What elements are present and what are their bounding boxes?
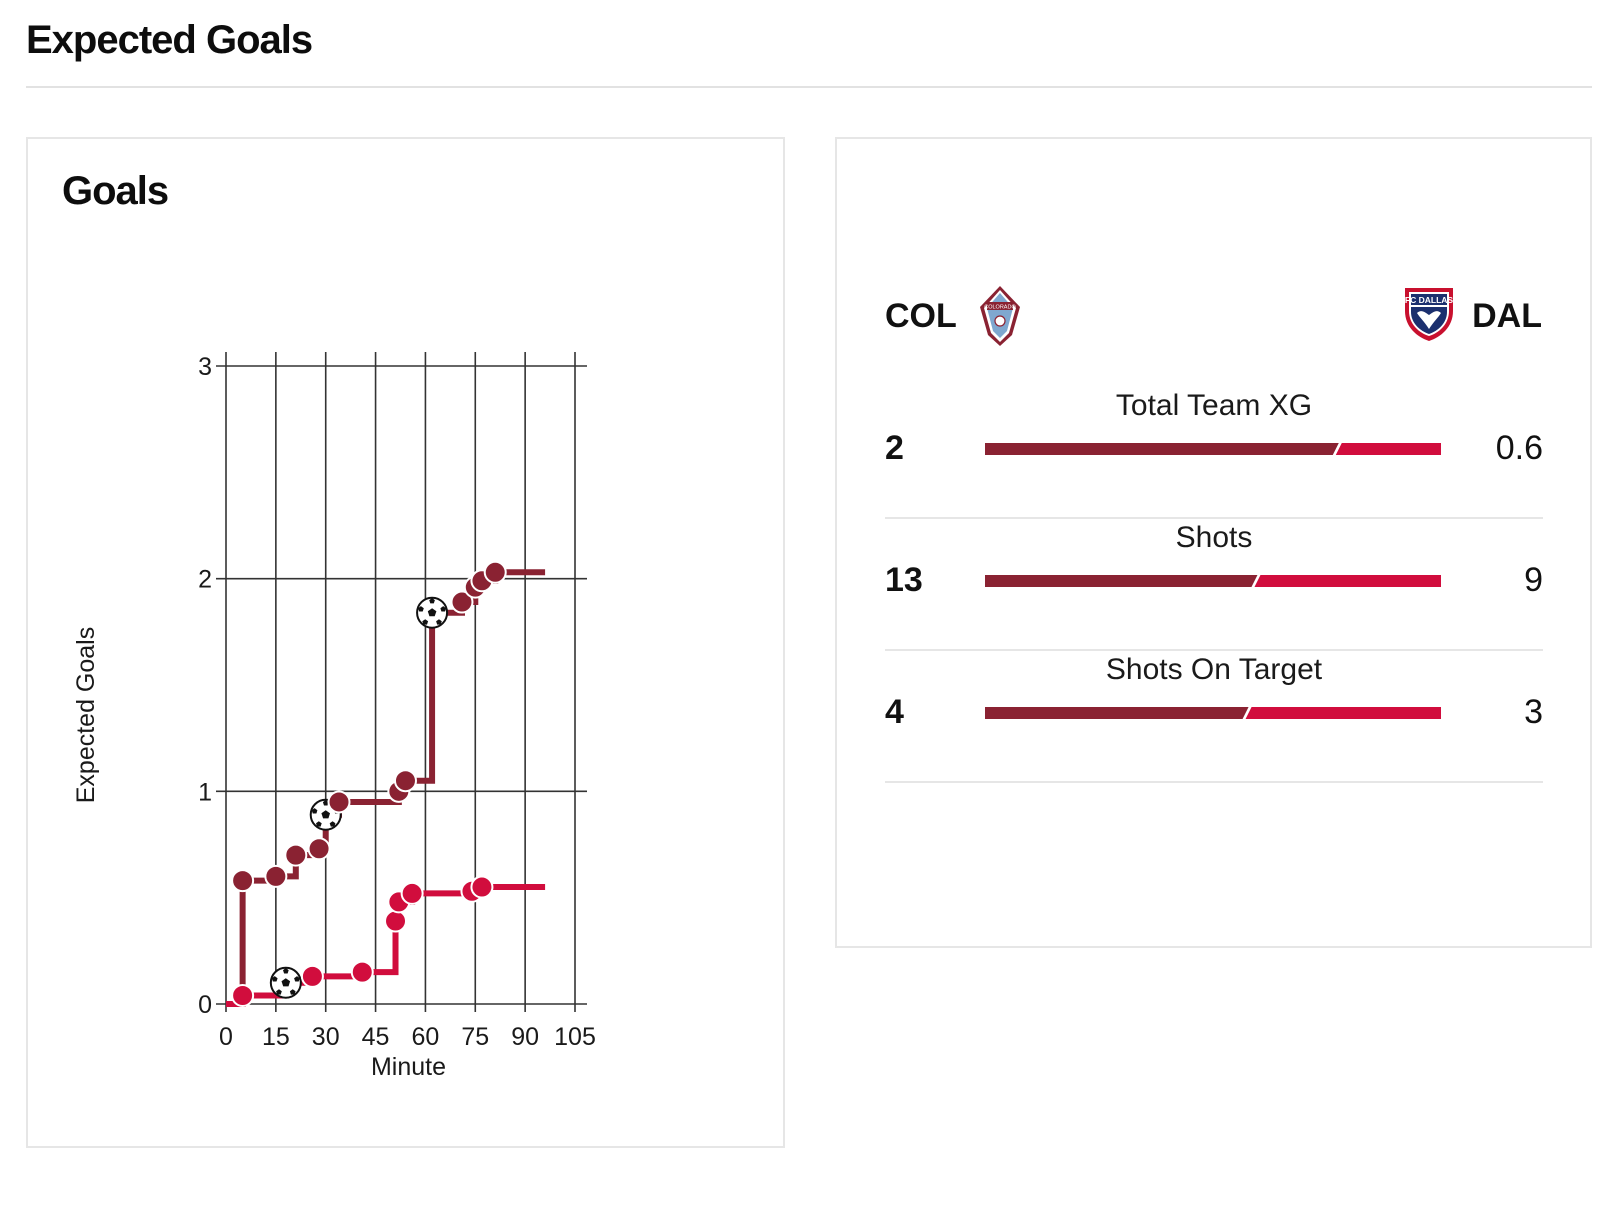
title-divider (26, 86, 1592, 88)
stat-row-shots-on-target: Shots On Target 4 3 (885, 651, 1543, 783)
soccer-ball-goal-icon (416, 596, 449, 629)
shot-point-dal (384, 909, 408, 933)
home-bar-segment (985, 707, 1249, 719)
stat-away-value: 9 (1524, 561, 1543, 599)
x-tick-label: 0 (219, 1023, 233, 1051)
xg-line-col (226, 569, 546, 1007)
shot-point-col (483, 560, 507, 584)
x-tick-label: 90 (511, 1023, 539, 1051)
y-tick-label: 3 (198, 353, 212, 381)
stat-row-total-xg: Total Team XG 2 0.6 (885, 387, 1543, 519)
x-tick-label: 105 (554, 1023, 596, 1051)
soccer-ball-goal-icon (269, 966, 302, 999)
stat-label: Shots On Target (1105, 653, 1323, 686)
shot-point-col (307, 837, 331, 861)
stat-home-value: 4 (885, 693, 904, 731)
chart-heading: Goals (62, 169, 169, 213)
stat-away-value: 0.6 (1495, 429, 1543, 467)
x-tick-label: 60 (412, 1023, 440, 1051)
y-tick-label: 0 (198, 991, 212, 1019)
x-tick-label: 15 (262, 1023, 290, 1051)
x-tick-label: 75 (461, 1023, 489, 1051)
shot-point-col (284, 843, 308, 867)
shot-point-dal (470, 875, 494, 899)
stat-label: Shots (1175, 521, 1253, 554)
y-axis-label: Expected Goals (72, 627, 100, 804)
stat-row-shots: Shots 13 9 (885, 519, 1543, 651)
svg-text:FC DALLAS: FC DALLAS (1405, 295, 1453, 305)
x-tick-label: 30 (312, 1023, 340, 1051)
colorado-rapids-crest-icon: COLORADO (980, 286, 1020, 346)
home-team-abbr: COL (885, 297, 957, 335)
xg-step-chart: 0 15 30 45 60 75 90 105 0 1 2 3 Minute Expected Goals (72, 352, 596, 1081)
goals-chart-card: Goals 0 15 30 45 60 75 90 105 0 1 2 3 Minute Expected… (26, 137, 785, 1148)
shot-point-dal (231, 983, 255, 1007)
away-bar-segment (1245, 707, 1441, 719)
away-team-abbr: DAL (1472, 297, 1542, 335)
shot-point-col (264, 864, 288, 888)
stat-comparison-bar (985, 707, 1441, 719)
home-bar-segment (985, 443, 1339, 455)
team-stats-card: COL COLORADO FC DALLAS DAL Total Team XG… (835, 137, 1592, 948)
x-axis-label: Minute (371, 1053, 446, 1081)
away-bar-segment (1254, 575, 1441, 587)
y-tick-label: 1 (198, 778, 212, 806)
shot-point-col (231, 869, 255, 893)
shot-point-col (393, 769, 417, 793)
stat-home-value: 2 (885, 429, 904, 467)
stat-comparison-bar (985, 575, 1441, 587)
fc-dallas-crest-icon: FC DALLAS (1405, 288, 1453, 341)
stat-home-value: 13 (885, 561, 923, 599)
stat-label: Total Team XG (1115, 389, 1313, 422)
shot-point-dal (350, 960, 374, 984)
y-tick-label: 2 (198, 566, 212, 594)
page-title: Expected Goals (26, 18, 313, 62)
home-bar-segment (985, 575, 1258, 587)
x-tick-label: 45 (362, 1023, 390, 1051)
svg-text:COLORADO: COLORADO (984, 305, 1016, 311)
shot-point-col (327, 790, 351, 814)
stat-away-value: 3 (1524, 693, 1543, 731)
away-bar-segment (1335, 443, 1441, 455)
stat-comparison-bar (985, 443, 1441, 455)
shot-point-col (450, 590, 474, 614)
shot-point-dal (400, 881, 424, 905)
shot-point-dal (300, 964, 324, 988)
